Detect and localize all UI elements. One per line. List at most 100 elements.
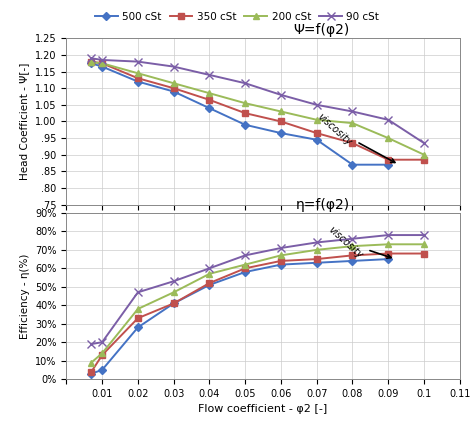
90 cSt: [207, 72, 212, 78]
90 cSt: [242, 81, 248, 86]
500 cSt: [135, 79, 141, 84]
200 cSt: [278, 253, 284, 258]
200 cSt: [278, 109, 284, 114]
500 cSt: [171, 301, 176, 306]
500 cSt: [135, 325, 141, 330]
Y-axis label: Efficiency - η(%): Efficiency - η(%): [19, 253, 29, 339]
200 cSt: [171, 81, 176, 86]
90 cSt: [171, 279, 176, 284]
350 cSt: [314, 256, 319, 262]
200 cSt: [421, 152, 427, 157]
Line: 90 cSt: 90 cSt: [87, 231, 428, 348]
Line: 500 cSt: 500 cSt: [89, 256, 391, 377]
350 cSt: [350, 141, 356, 146]
200 cSt: [314, 247, 319, 252]
500 cSt: [278, 262, 284, 267]
Text: Ψ=f(φ2): Ψ=f(φ2): [293, 23, 350, 37]
200 cSt: [207, 271, 212, 276]
90 cSt: [207, 266, 212, 271]
200 cSt: [99, 351, 105, 356]
500 cSt: [350, 162, 356, 167]
90 cSt: [135, 290, 141, 295]
200 cSt: [385, 135, 391, 141]
350 cSt: [207, 97, 212, 102]
350 cSt: [314, 130, 319, 135]
500 cSt: [350, 258, 356, 263]
200 cSt: [171, 290, 176, 295]
Line: 90 cSt: 90 cSt: [87, 54, 428, 147]
Text: η=f(φ2): η=f(φ2): [295, 198, 350, 212]
350 cSt: [89, 369, 94, 374]
200 cSt: [135, 306, 141, 311]
200 cSt: [99, 61, 105, 66]
350 cSt: [350, 253, 356, 258]
Line: 200 cSt: 200 cSt: [88, 241, 428, 366]
200 cSt: [350, 244, 356, 249]
350 cSt: [421, 251, 427, 256]
200 cSt: [207, 91, 212, 96]
200 cSt: [385, 242, 391, 247]
350 cSt: [135, 76, 141, 81]
500 cSt: [314, 137, 319, 142]
Legend: 500 cSt, 350 cSt, 200 cSt, 90 cSt: 500 cSt, 350 cSt, 200 cSt, 90 cSt: [91, 7, 383, 26]
350 cSt: [385, 157, 391, 162]
500 cSt: [89, 371, 94, 376]
90 cSt: [89, 342, 94, 347]
90 cSt: [314, 240, 319, 245]
200 cSt: [314, 117, 319, 122]
500 cSt: [99, 64, 105, 69]
500 cSt: [242, 122, 248, 127]
90 cSt: [385, 117, 391, 122]
350 cSt: [278, 119, 284, 124]
350 cSt: [421, 157, 427, 162]
90 cSt: [89, 56, 94, 61]
350 cSt: [89, 59, 94, 64]
500 cSt: [207, 282, 212, 288]
Line: 200 cSt: 200 cSt: [88, 59, 428, 158]
Line: 350 cSt: 350 cSt: [89, 251, 427, 374]
90 cSt: [278, 92, 284, 98]
90 cSt: [385, 233, 391, 238]
350 cSt: [207, 281, 212, 286]
200 cSt: [89, 60, 94, 65]
Text: viscosity: viscosity: [316, 112, 395, 162]
90 cSt: [421, 141, 427, 146]
200 cSt: [242, 262, 248, 267]
Line: 350 cSt: 350 cSt: [89, 59, 427, 162]
500 cSt: [242, 270, 248, 275]
350 cSt: [135, 316, 141, 321]
200 cSt: [242, 101, 248, 106]
200 cSt: [89, 360, 94, 365]
Y-axis label: Head Coefficient - Ψ[-]: Head Coefficient - Ψ[-]: [19, 63, 29, 180]
X-axis label: Flow coefficient - φ2 [-]: Flow coefficient - φ2 [-]: [199, 404, 328, 414]
90 cSt: [350, 109, 356, 114]
350 cSt: [171, 86, 176, 91]
90 cSt: [135, 59, 141, 64]
200 cSt: [350, 121, 356, 126]
90 cSt: [171, 64, 176, 69]
90 cSt: [99, 340, 105, 345]
350 cSt: [385, 251, 391, 256]
90 cSt: [242, 253, 248, 258]
90 cSt: [314, 102, 319, 107]
350 cSt: [99, 61, 105, 66]
500 cSt: [207, 106, 212, 111]
500 cSt: [278, 130, 284, 135]
350 cSt: [242, 111, 248, 116]
500 cSt: [171, 89, 176, 94]
90 cSt: [350, 236, 356, 241]
350 cSt: [242, 266, 248, 271]
200 cSt: [421, 242, 427, 247]
90 cSt: [421, 233, 427, 238]
90 cSt: [278, 245, 284, 250]
90 cSt: [99, 58, 105, 63]
200 cSt: [135, 71, 141, 76]
Text: viscosity: viscosity: [326, 225, 391, 260]
500 cSt: [99, 367, 105, 372]
350 cSt: [278, 258, 284, 263]
500 cSt: [89, 61, 94, 66]
500 cSt: [385, 162, 391, 167]
350 cSt: [99, 353, 105, 358]
500 cSt: [385, 256, 391, 262]
500 cSt: [314, 260, 319, 265]
